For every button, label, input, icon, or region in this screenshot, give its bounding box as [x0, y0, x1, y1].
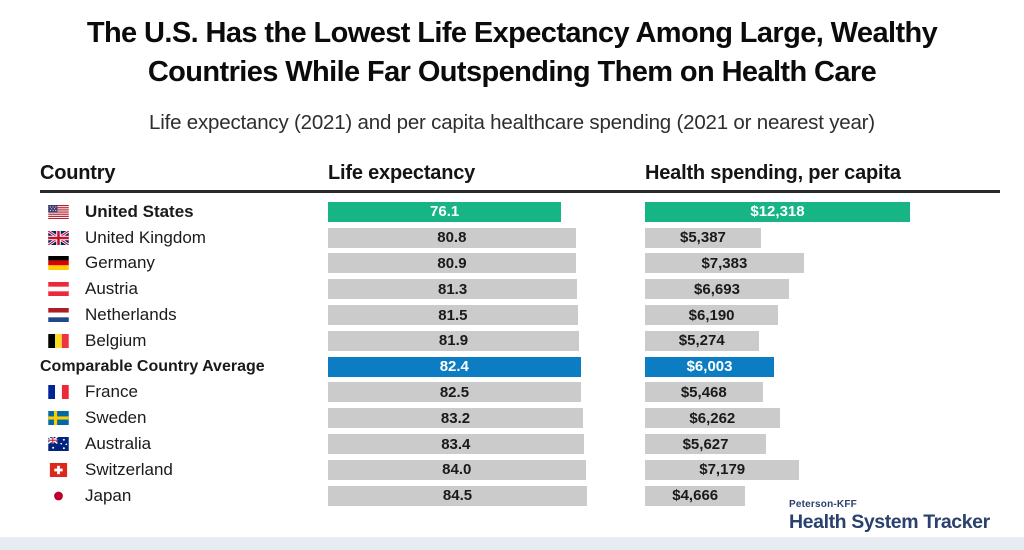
bottom-edge-strip [0, 537, 1024, 550]
life-expectancy-value: 83.2 [440, 409, 471, 427]
country-label: Austria [85, 279, 138, 299]
table-row: Japan 84.5 $4,666 [40, 483, 1000, 509]
table-row: Belgium 81.9 $5,274 [40, 328, 1000, 354]
health-system-tracker-logo: Peterson-KFF Health System Tracker [789, 499, 990, 534]
nl-flag-icon [48, 308, 69, 323]
table-header: Country Life expectancy Health spending,… [40, 162, 1000, 193]
table-row: France 82.5 $5,468 [40, 380, 1000, 406]
health-spending-value: $4,666 [672, 487, 719, 505]
table-row: Switzerland 84.0 $7,179 [40, 457, 1000, 483]
country-label: Netherlands [85, 305, 177, 325]
country-label: United States [85, 201, 194, 221]
peterson-kff-label: Peterson-KFF [789, 499, 857, 510]
country-label: France [85, 382, 138, 402]
health-spending-value: $5,627 [682, 435, 729, 453]
table-row: Comparable Country Average 82.4 $6,003 [40, 354, 1000, 380]
life-expectancy-bar: 84.0 [328, 459, 586, 480]
life-expectancy-bar: 81.9 [328, 330, 579, 351]
life-expectancy-bar: 80.8 [328, 227, 576, 248]
life-expectancy-value: 83.4 [441, 435, 471, 453]
health-spending-value: $6,003 [686, 358, 733, 376]
life-expectancy-bar: 83.2 [328, 408, 583, 429]
life-expectancy-value: 84.0 [442, 461, 472, 479]
health-spending-bar: $5,627 [645, 434, 767, 455]
ch-flag-icon [48, 462, 69, 477]
health-spending-value: $6,190 [688, 306, 735, 324]
table-row: Germany 80.9 $7,383 [40, 251, 1000, 277]
life-expectancy-bar: 80.9 [328, 253, 576, 274]
life-expectancy-bar: 82.4 [328, 356, 581, 377]
life-expectancy-value: 82.4 [439, 358, 469, 376]
de-flag-icon [48, 256, 69, 271]
life-expectancy-value: 80.8 [437, 229, 467, 247]
health-spending-value: $12,318 [750, 203, 805, 221]
health-spending-bar: $6,693 [645, 279, 789, 300]
life-expectancy-value: 84.5 [442, 487, 473, 505]
health-spending-bar: $4,666 [645, 485, 746, 506]
us-flag-icon [48, 204, 69, 219]
life-expectancy-value: 82.5 [439, 383, 470, 401]
life-expectancy-bar: 82.5 [328, 382, 581, 403]
health-spending-bar: $6,190 [645, 305, 779, 326]
column-header-health-spending: Health spending, per capita [645, 162, 901, 184]
table-row: Austria 81.3 $6,693 [40, 276, 1000, 302]
country-label: Switzerland [85, 459, 173, 479]
health-spending-value: $5,468 [680, 383, 727, 401]
table-row: Australia 83.4 $5,627 [40, 431, 1000, 457]
chart-title: The U.S. Has the Lowest Life Expectancy … [0, 14, 1024, 91]
health-spending-value: $5,274 [678, 332, 725, 350]
health-spending-bar: $6,262 [645, 408, 780, 429]
column-header-life-expectancy: Life expectancy [328, 162, 476, 184]
life-expectancy-bar: 83.4 [328, 434, 584, 455]
life-expectancy-value: 80.9 [437, 254, 467, 272]
life-expectancy-bar: 81.5 [328, 305, 578, 326]
life-expectancy-value: 81.9 [438, 332, 469, 350]
chart-title-line1: The U.S. Has the Lowest Life Expectancy … [86, 17, 938, 49]
life-expectancy-bar: 76.1 [328, 201, 562, 222]
country-label: Comparable Country Average [40, 357, 265, 375]
chart-subtitle: Life expectancy (2021) and per capita he… [149, 111, 875, 134]
country-label: United Kingdom [85, 227, 206, 247]
country-label: Japan [85, 485, 132, 505]
table-row: United States 76.1 $12,318 [40, 199, 1000, 225]
health-spending-bar: $5,468 [645, 382, 763, 403]
country-label: Sweden [85, 408, 147, 428]
health-spending-value: $7,179 [699, 461, 746, 479]
table-row: Netherlands 81.5 $6,190 [40, 302, 1000, 328]
health-spending-bar: $5,387 [645, 227, 761, 248]
se-flag-icon [48, 411, 69, 426]
life-expectancy-value: 81.3 [437, 280, 468, 298]
au-flag-icon [48, 437, 69, 452]
life-expectancy-value: 76.1 [430, 203, 460, 221]
jp-flag-icon [48, 488, 69, 503]
health-spending-bar: $7,383 [645, 253, 804, 274]
chart-title-line2: Countries While Far Outspending Them on … [147, 55, 877, 88]
be-flag-icon [48, 333, 69, 348]
life-expectancy-bar: 81.3 [328, 279, 578, 300]
at-flag-icon [48, 282, 69, 297]
column-header-country: Country [40, 162, 116, 184]
data-table: Country Life expectancy Health spending,… [40, 162, 1000, 509]
table-row: United Kingdom 80.8 $5,387 [40, 225, 1000, 251]
table-body: United States 76.1 $12,318 United Kingdom 80… [40, 199, 1000, 509]
health-spending-bar: $5,274 [645, 330, 759, 351]
health-spending-bar: $12,318 [645, 201, 910, 222]
table-row: Sweden 83.2 $6,262 [40, 405, 1000, 431]
health-system-tracker-label: Health System Tracker [789, 511, 990, 533]
health-spending-value: $5,387 [680, 229, 726, 247]
country-label: Australia [85, 434, 152, 454]
life-expectancy-value: 81.5 [438, 306, 468, 324]
health-spending-value: $7,383 [701, 254, 748, 272]
country-label: Belgium [85, 330, 147, 350]
health-spending-value: $6,693 [694, 280, 740, 298]
health-spending-bar: $6,003 [645, 356, 775, 377]
fr-flag-icon [48, 385, 69, 400]
country-label: Germany [85, 253, 155, 273]
health-spending-value: $6,262 [689, 409, 736, 427]
uk-flag-icon [48, 230, 69, 245]
life-expectancy-bar: 84.5 [328, 485, 587, 506]
health-spending-bar: $7,179 [645, 459, 800, 480]
